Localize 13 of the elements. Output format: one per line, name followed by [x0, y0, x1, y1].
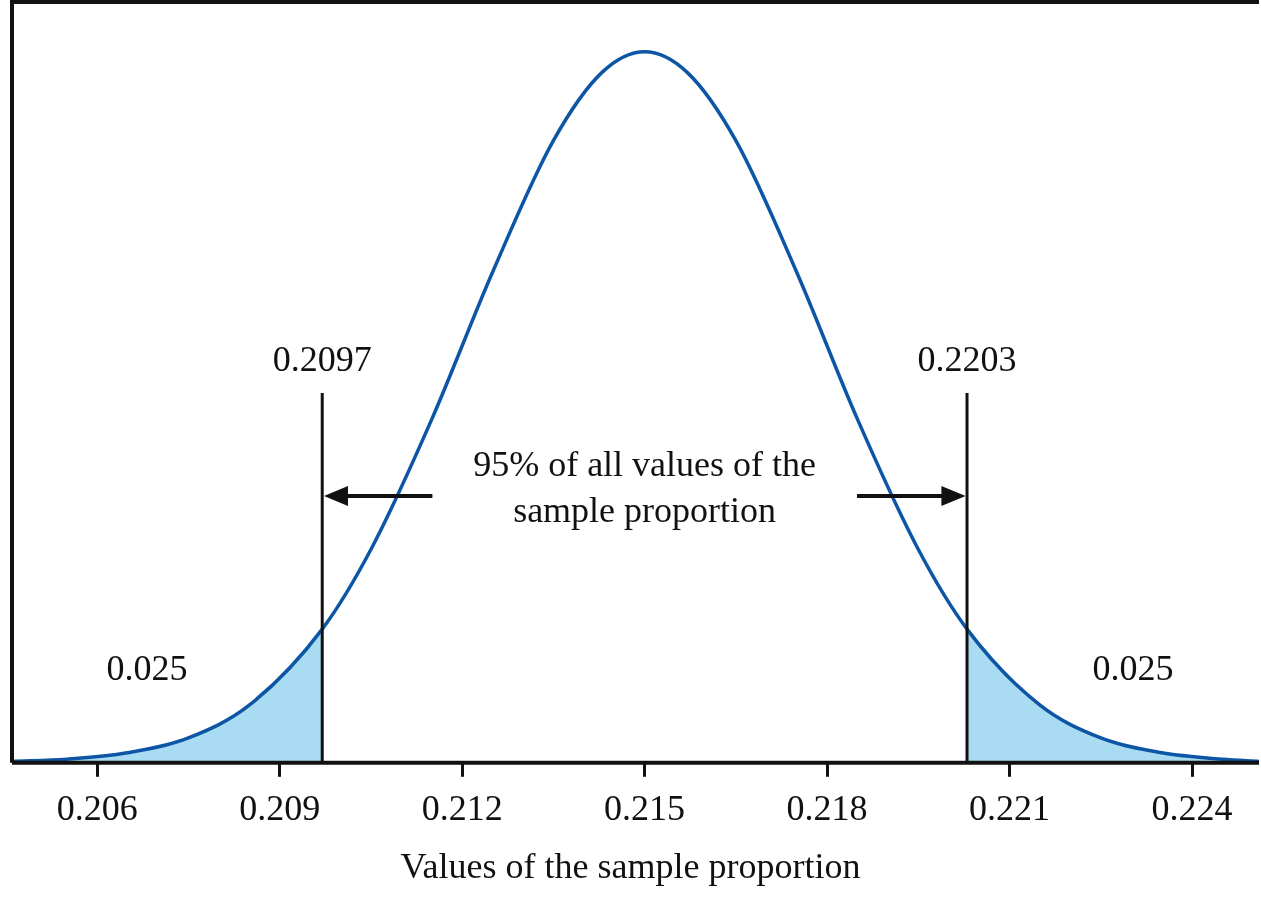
x-tick-label: 0.212	[421, 787, 503, 828]
x-tick-label: 0.206	[56, 787, 138, 828]
x-tick-label: 0.218	[786, 787, 868, 828]
x-tick-label: 0.224	[1151, 787, 1233, 828]
ref-line-label: 0.2097	[272, 338, 372, 379]
annotation: 0.025	[106, 648, 188, 689]
x-tick-label: 0.215	[604, 787, 686, 828]
x-axis-title: Values of the sample proportion	[399, 845, 862, 887]
x-tick-label: 0.221	[969, 787, 1051, 828]
annotation: 95% of all values of the sample proportion	[472, 443, 818, 533]
x-tick-label: 0.209	[239, 787, 321, 828]
ref-line-label: 0.2203	[917, 338, 1017, 379]
annotation: 0.025	[1092, 648, 1174, 689]
